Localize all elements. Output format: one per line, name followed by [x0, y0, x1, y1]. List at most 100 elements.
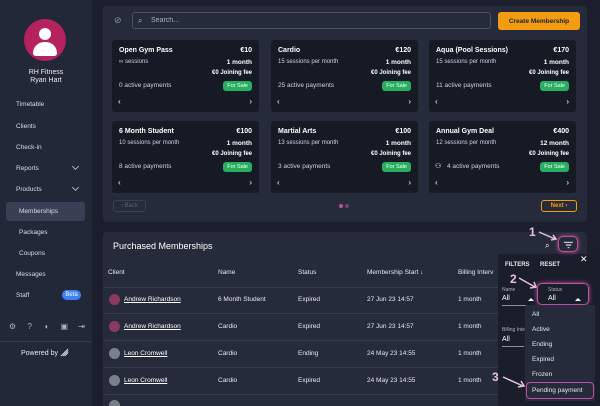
col-billing[interactable]: Billing Interv — [458, 269, 494, 276]
for-sale-badge: For Sale — [540, 81, 569, 91]
col-client[interactable]: Client — [108, 269, 125, 276]
search-icon[interactable]: ⌕ — [545, 241, 550, 250]
col-status[interactable]: Status — [298, 269, 317, 276]
row-status: Expired — [298, 296, 321, 303]
card-duration: 1 month — [385, 140, 411, 147]
for-sale-badge: For Sale — [382, 81, 411, 91]
client-avatar — [109, 348, 120, 359]
membership-card[interactable]: 6 Month Student €100 10 sessions per mon… — [112, 121, 259, 193]
avatar-body — [33, 42, 57, 56]
option-active[interactable]: Active — [532, 326, 550, 333]
col-start[interactable]: Membership Start ↓ — [367, 269, 423, 276]
help-icon[interactable]: ? — [27, 322, 32, 331]
card-duration: 1 month — [385, 59, 411, 66]
nav-coupons[interactable]: Coupons — [19, 250, 46, 257]
logout-icon[interactable]: ⇥ — [78, 322, 85, 331]
membership-card[interactable]: Annual Gym Deal €400 12 sessions per mon… — [429, 121, 576, 193]
card-price: €170 — [553, 47, 569, 54]
membership-card[interactable]: Open Gym Pass €10 ∞ sessions 1 month €0 … — [112, 40, 259, 112]
client-link[interactable]: Andrew Richardson — [124, 296, 181, 303]
row-start: 24 May 23 14:55 — [367, 377, 416, 384]
billing-filter-value[interactable]: All — [502, 336, 510, 343]
option-expired[interactable]: Expired — [532, 356, 555, 363]
card-fee: €0 Joining fee — [211, 151, 252, 157]
card-title: Martial Arts — [278, 128, 317, 135]
card-title: Cardio — [278, 47, 301, 54]
client-link[interactable]: Leon Cromwell — [124, 350, 168, 357]
search-box[interactable]: ⌕ — [132, 12, 491, 29]
chevron-right-icon: › — [563, 203, 568, 209]
card-payments: 11 active payments — [436, 82, 492, 89]
card-price: €120 — [395, 47, 411, 54]
step-3-arrow-icon — [502, 376, 526, 388]
table-row[interactable] — [103, 287, 587, 313]
card-duration: 12 month — [540, 140, 569, 147]
nav-memberships[interactable]: Memberships — [19, 208, 59, 215]
card-fee: €0 Joining fee — [528, 151, 569, 157]
option-ending[interactable]: Ending — [532, 341, 553, 348]
client-link[interactable]: Leon Cromwell — [124, 377, 168, 384]
chevron-left-icon[interactable]: ‹ — [118, 97, 121, 106]
nav-staff[interactable]: Staff — [16, 292, 30, 299]
nav-reports[interactable]: Reports — [16, 165, 39, 172]
membership-card[interactable]: Cardio €120 15 sessions per month 1 mont… — [271, 40, 418, 112]
step-1-number: 1 — [529, 225, 536, 239]
page-dot-active[interactable] — [339, 204, 343, 208]
gear-icon[interactable]: ⚙ — [8, 322, 17, 331]
chevron-right-icon[interactable]: › — [249, 97, 252, 106]
reset-button[interactable]: RESET — [540, 262, 561, 268]
table-row[interactable] — [103, 367, 587, 393]
chevron-right-icon[interactable]: › — [566, 178, 569, 187]
card-price: €400 — [553, 128, 569, 135]
beta-badge: Beta — [62, 290, 81, 300]
chevron-left-icon[interactable]: ‹ — [435, 178, 438, 187]
card-sessions: ∞ sessions — [119, 59, 149, 65]
chevron-right-icon[interactable]: › — [408, 97, 411, 106]
card-fee: €0 Joining fee — [528, 70, 569, 76]
name-filter-value[interactable]: All — [502, 295, 510, 302]
search-input[interactable] — [151, 15, 481, 26]
option-frozen[interactable]: Frozen — [532, 371, 553, 378]
row-status: Expired — [298, 377, 321, 384]
chevron-right-icon[interactable]: › — [249, 178, 252, 187]
theme-icon[interactable]: ◐ — [44, 322, 50, 331]
user-name: Ryan Hart — [30, 77, 62, 84]
page-dot[interactable] — [345, 204, 349, 208]
status-filter-value[interactable]: All — [548, 295, 556, 302]
table-row[interactable] — [103, 394, 587, 406]
filter-icon[interactable] — [564, 241, 573, 249]
col-name[interactable]: Name — [218, 269, 236, 276]
nav-messages[interactable]: Messages — [16, 271, 46, 278]
chevron-left-icon[interactable]: ‹ — [118, 178, 121, 187]
chevron-left-icon: ‹ — [120, 203, 125, 209]
nav-timetable[interactable]: Timetable — [16, 101, 45, 108]
chevron-left-icon[interactable]: ‹ — [277, 178, 280, 187]
next-button[interactable]: Next › — [541, 200, 577, 212]
row-name: Cardio — [218, 377, 238, 384]
eye-off-icon[interactable]: ⊘ — [114, 15, 122, 25]
table-row[interactable] — [103, 313, 587, 339]
membership-card[interactable]: Aqua (Pool Sessions) €170 15 sessions pe… — [429, 40, 576, 112]
for-sale-badge: For Sale — [223, 81, 252, 91]
close-icon[interactable]: ✕ — [580, 254, 588, 264]
card-sessions: 15 sessions per month — [436, 59, 497, 65]
layout-icon[interactable]: ▣ — [60, 322, 69, 331]
client-link[interactable]: Andrew Richardson — [124, 323, 181, 330]
option-pending-payment[interactable]: Pending payment — [532, 387, 583, 394]
option-all[interactable]: All — [532, 311, 540, 318]
chevron-left-icon[interactable]: ‹ — [435, 97, 438, 106]
nav-checkin[interactable]: Check-in — [16, 144, 42, 151]
chevron-left-icon[interactable]: ‹ — [277, 97, 280, 106]
chevron-right-icon[interactable]: › — [408, 178, 411, 187]
membership-card[interactable]: Martial Arts €100 13 sessions per month … — [271, 121, 418, 193]
nav-clients[interactable]: Clients — [16, 123, 36, 130]
table-row[interactable] — [103, 340, 587, 366]
back-button[interactable]: ‹ Back — [113, 200, 146, 212]
nav-products[interactable]: Products — [16, 186, 42, 193]
step-2-arrow-icon — [518, 277, 538, 289]
chevron-right-icon[interactable]: › — [566, 97, 569, 106]
nav-packages[interactable]: Packages — [19, 229, 48, 236]
card-payments: 25 active payments — [278, 82, 335, 89]
create-membership-button[interactable]: Create Membership — [498, 12, 580, 30]
user-avatar[interactable] — [24, 19, 66, 61]
